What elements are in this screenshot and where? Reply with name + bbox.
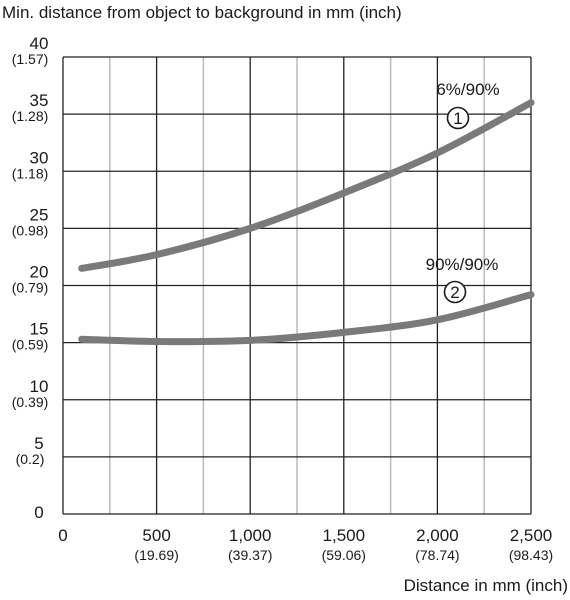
y-tick-sublabel-1: (0.2) <box>16 451 45 467</box>
y-tick-label-3: 15 <box>30 320 49 339</box>
x-tick-sublabel-5: (98.43) <box>509 547 553 563</box>
y-tick-sublabel-6: (1.18) <box>12 165 49 181</box>
y-tick-sublabel-3: (0.59) <box>12 337 49 353</box>
y-tick-label-8: 40 <box>30 34 49 53</box>
x-tick-label-0: 0 <box>58 526 67 545</box>
y-tick-sublabel-7: (1.28) <box>12 108 49 124</box>
y-tick-sublabel-2: (0.39) <box>12 394 49 410</box>
x-tick-label-4: 2,000 <box>416 526 459 545</box>
series-marker-number-1: 1 <box>453 109 462 128</box>
x-tick-label-3: 1,500 <box>323 526 366 545</box>
y-tick-label-7: 35 <box>30 91 49 110</box>
series-label-1: 6%/90% <box>436 80 499 99</box>
x-tick-labels: 0 500 (19.69) 1,000 (39.37) 1,500 (59.06) 2,000… <box>58 526 553 563</box>
y-tick-label-4: 20 <box>30 263 49 282</box>
x-tick-sublabel-1: (19.69) <box>134 547 178 563</box>
y-tick-label-1: 5 <box>34 434 43 453</box>
x-tick-label-2: 1,000 <box>229 526 272 545</box>
series-lines <box>78 99 535 346</box>
series-marker-circle-2 <box>443 280 467 304</box>
x-tick-sublabel-2: (39.37) <box>228 547 272 563</box>
x-tick-label-5: 2,500 <box>510 526 553 545</box>
y-tick-label-0: 0 <box>34 503 43 522</box>
series-label-2: 90%/90% <box>426 255 499 274</box>
series-annotations: 6%/90% 1 90%/90% 2 <box>426 80 500 304</box>
y-tick-label-2: 10 <box>30 377 49 396</box>
y-axis-title: Min. distance from object to background … <box>2 3 402 22</box>
x-tick-label-1: 500 <box>142 526 170 545</box>
x-axis-title: Distance in mm (inch) <box>404 576 568 595</box>
series-line-1 <box>78 99 535 272</box>
series-line-2 <box>78 291 535 346</box>
y-tick-sublabel-4: (0.79) <box>12 280 49 296</box>
y-tick-sublabel-5: (0.98) <box>12 222 49 238</box>
series-marker-circle-1 <box>446 106 470 130</box>
major-grid <box>62 56 532 515</box>
y-tick-sublabel-8: (1.57) <box>12 51 49 67</box>
y-tick-label-5: 25 <box>30 205 49 224</box>
x-tick-sublabel-4: (78.74) <box>415 547 459 563</box>
x-tick-sublabel-3: (59.06) <box>322 547 366 563</box>
y-tick-label-6: 30 <box>30 148 49 167</box>
y-tick-labels: 0 5(0.2) 10(0.39) 15(0.59) 20(0.79) 25(0.98) 3… <box>12 34 49 522</box>
series-marker-number-2: 2 <box>450 283 459 302</box>
